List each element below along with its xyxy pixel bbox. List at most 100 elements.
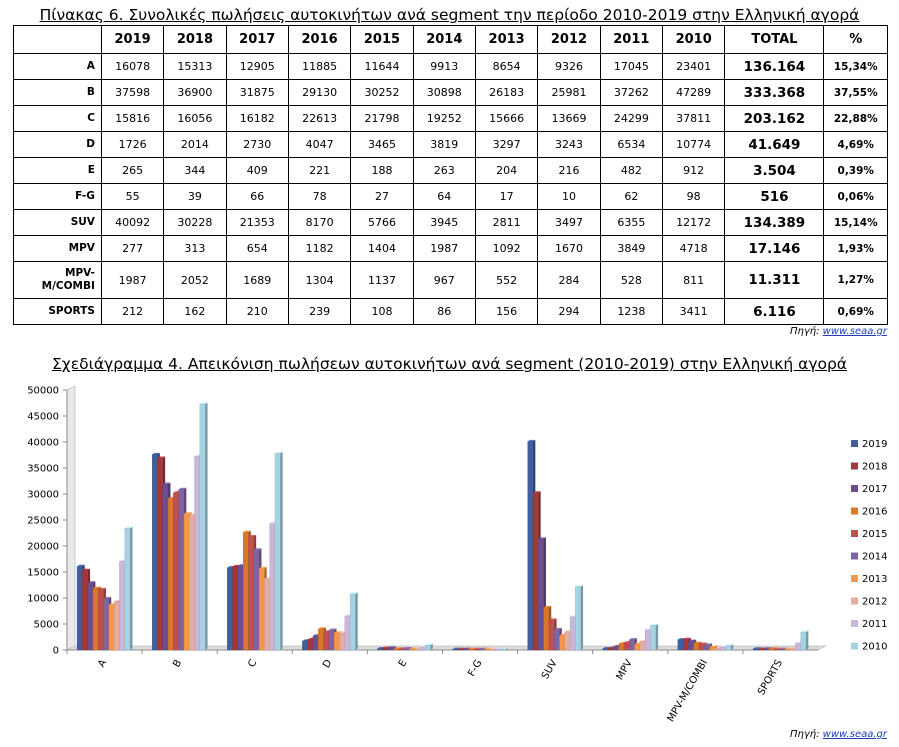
column-header: 2016 [287,25,352,54]
legend-label: 2014 [862,552,887,563]
table-cell: 3465 [350,131,414,158]
table-cell: 15313 [163,53,227,80]
table-cell: 66 [225,183,289,210]
table-cell: 39 [163,183,227,210]
y-tick-label: 40000 [27,438,59,449]
bar [650,625,656,651]
bar [693,643,700,651]
bar-top [774,647,782,650]
table-cell: 78 [287,183,352,210]
row-label: F-G [13,183,102,210]
bar [645,629,651,651]
bar [382,648,389,651]
table-cell: 16078 [100,53,165,80]
table-cell: 552 [474,261,539,299]
source-link[interactable]: www.seaa.gr [822,326,887,337]
bar-side [430,643,433,650]
bar [532,492,539,651]
table-title: Πίνακας 6. Συνολικές πωλήσεις αυτοκινήτω… [39,6,860,24]
total-cell: 6.116 [724,298,825,325]
bar [779,649,785,651]
total-cell: 333.368 [724,79,825,106]
table-cell: 3497 [537,209,601,236]
y-tick-label: 15000 [27,568,59,579]
bar-top [473,647,482,650]
table-cell: 11885 [287,53,352,80]
table-cell: 162 [163,298,227,325]
bar-top [425,643,433,646]
table-cell: 30228 [163,209,227,236]
table-row: C 15816 16056 16182 22613 21798 19252 15666 1366… [13,105,888,132]
table-row: E 265 344 409 221 188 263 204 216 482 912 3.504 0,39… [13,157,888,184]
table-cell: 25981 [537,79,601,106]
row-label: MPV [13,235,102,262]
bar [484,649,490,651]
total-cell: 516 [724,183,825,210]
bar [758,649,764,651]
bar-top [527,439,536,442]
total-cell: 41.649 [724,131,825,158]
source-link[interactable]: www.seaa.gr [822,729,887,740]
bar [167,498,174,651]
table-cell: 2052 [163,261,227,299]
bar-top [575,585,584,587]
bar [318,628,324,651]
bar [618,643,625,651]
table-cell: 2811 [474,209,539,236]
bar-top [183,512,192,514]
bar [82,570,88,651]
percent-cell: 22,88% [823,105,888,132]
bar [92,588,99,651]
total-cell: 11.311 [724,261,825,299]
table-cell: 188 [350,157,414,184]
source-label: Πηγή: [789,729,820,740]
percent-cell: 0,06% [823,183,888,210]
column-header: 2013 [474,25,539,54]
bar [623,642,630,651]
bar-top [199,402,208,405]
table-cell: 1137 [350,261,414,299]
bar-top [328,628,337,631]
x-category-label: F-G [466,658,484,679]
bar-side [205,402,208,650]
bar [414,648,420,651]
x-category-label: A [96,658,109,670]
y-tick-label: 0 [53,646,59,657]
table-cell: 17045 [599,53,664,80]
bar [333,632,340,651]
bar [232,566,239,651]
total-cell: 136.164 [724,53,825,80]
table-cell: 36900 [163,79,227,106]
bar [349,593,356,651]
bar [800,632,807,651]
bar-top [92,586,101,589]
legend-label: 2017 [862,484,887,495]
table-cell: 482 [599,157,664,184]
bar-side [130,526,133,650]
percent-cell: 1,93% [823,235,888,262]
column-header: 2010 [661,25,726,54]
y-tick-label: 20000 [27,542,59,553]
bar [393,648,399,651]
bar-top [484,647,493,650]
y-tick-label: 50000 [27,386,59,397]
column-header: % [823,25,888,54]
table-cell: 47289 [661,79,726,106]
table-cell: 12905 [225,53,289,80]
table-cell: 31875 [225,79,289,106]
chart-title: Σχεδιάγραμμα 4. Απεικόνιση πωλήσεων αυτο… [51,355,848,373]
bar [720,647,726,651]
table-cell: 221 [287,157,352,184]
bar-top [452,647,461,650]
bar-top [463,647,471,650]
bar [328,629,335,651]
row-label: B [13,79,102,106]
bar-top [243,530,251,533]
bar [500,649,506,651]
bar [424,645,431,651]
bar-chart: 0 5000 10000 15000 20000 25000 30000 35000 40000… [27,385,887,724]
bar [709,646,716,651]
bar-side [505,647,508,650]
table-cell: 1304 [287,261,352,299]
bar-top [98,587,106,590]
